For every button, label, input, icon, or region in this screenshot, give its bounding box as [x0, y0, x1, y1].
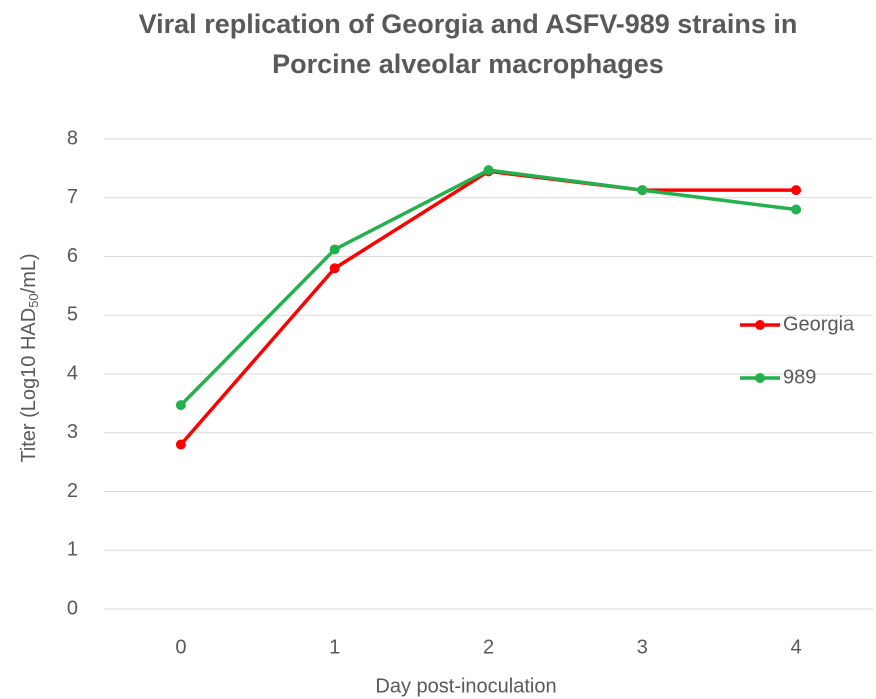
y-tick-label: 7: [67, 186, 78, 208]
y-tick-label: 1: [67, 539, 78, 561]
series-line: [179, 169, 797, 446]
y-tick-label: 5: [67, 304, 78, 326]
data-point: [329, 244, 340, 255]
y-tick-label: 0: [67, 597, 78, 619]
y-tick-label: 2: [67, 480, 78, 502]
data-point: [637, 185, 648, 196]
y-tick-label: 4: [67, 362, 78, 384]
legend-marker: [755, 320, 765, 330]
y-axis-label-part: Titer (Log10 HAD: [18, 308, 40, 463]
data-point: [791, 185, 802, 196]
y-tick-label: 6: [67, 245, 78, 267]
y-axis-label-sub: 50: [26, 293, 41, 307]
y-axis-label-part: /mL): [18, 253, 40, 293]
x-tick-label: 2: [483, 636, 494, 658]
data-point: [483, 165, 494, 176]
x-tick-label: 0: [175, 636, 186, 658]
chart-title: Viral replication of Georgia and ASFV-98…: [139, 9, 798, 39]
data-point: [175, 439, 186, 450]
y-tick-label: 3: [67, 421, 78, 443]
legend-label: 989: [783, 366, 816, 388]
y-tick-label: 8: [67, 127, 78, 149]
chart-title: Porcine alveolar macrophages: [272, 49, 664, 79]
x-tick-label: 4: [791, 636, 802, 658]
data-point: [329, 263, 340, 274]
series-line: [179, 168, 797, 407]
y-axis-label: Titer (Log10 HAD50/mL): [18, 253, 41, 462]
legend-label: Georgia: [783, 313, 855, 335]
x-tick-label: 3: [637, 636, 648, 658]
x-axis-label: Day post-inoculation: [375, 675, 556, 697]
data-point: [175, 400, 186, 411]
x-tick-label: 1: [329, 636, 340, 658]
data-point: [791, 204, 802, 215]
legend-marker: [755, 373, 765, 383]
